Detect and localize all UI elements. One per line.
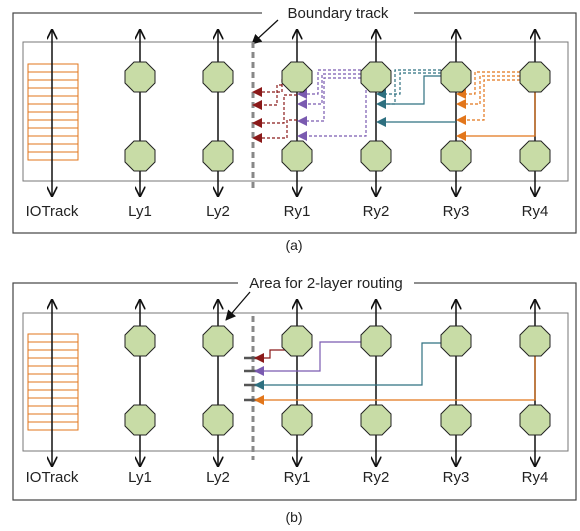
panel-b-label-ly1: Ly1 xyxy=(128,469,152,486)
panel-a-label-ry2: Ry2 xyxy=(363,203,390,220)
panel-a: Boundary track xyxy=(12,2,577,253)
panel-b-callout-bg xyxy=(238,273,414,293)
panel-b-label-iotrack: IOTrack xyxy=(26,469,79,486)
panel-a-caption: (a) xyxy=(285,237,302,253)
panel-a-callout-bg xyxy=(262,2,414,22)
panel-a-frame xyxy=(12,12,577,234)
panel-a-callout: Boundary track xyxy=(288,5,389,22)
panel-b-label-ry2: Ry2 xyxy=(363,469,390,486)
panel-b-frame xyxy=(12,282,577,501)
panel-a-label-ry4: Ry4 xyxy=(522,203,549,220)
panel-a-callout-pointer xyxy=(251,19,279,45)
panel-b-route-arrowheads xyxy=(254,353,264,405)
panel-a-route-arrowheads xyxy=(252,87,466,143)
panel-b-nodes xyxy=(124,325,551,436)
panel-a-label-ry3: Ry3 xyxy=(443,203,470,220)
panel-b-label-ry4: Ry4 xyxy=(522,469,549,486)
panel-b-label-ly2: Ly2 xyxy=(206,469,230,486)
panel-b-callout-pointer xyxy=(225,291,251,321)
panel-a-label-ry1: Ry1 xyxy=(284,203,311,220)
panel-a-label-ly2: Ly2 xyxy=(206,203,230,220)
panel-b-caption: (b) xyxy=(285,509,302,525)
panel-b-label-ry3: Ry3 xyxy=(443,469,470,486)
panel-b-label-ry1: Ry1 xyxy=(284,469,311,486)
panel-a-nodes xyxy=(124,61,551,172)
panel-b-io-track xyxy=(27,333,79,431)
panel-a-label-iotrack: IOTrack xyxy=(26,203,79,220)
panel-b-tracks xyxy=(52,300,535,466)
panel-a-label-ly1: Ly1 xyxy=(128,203,152,220)
panel-b-routes xyxy=(263,341,536,401)
panel-a-io-track xyxy=(27,63,79,161)
panel-b-callout: Area for 2-layer routing xyxy=(249,275,402,292)
panel-b: Area for 2-layer routing xyxy=(12,273,577,525)
